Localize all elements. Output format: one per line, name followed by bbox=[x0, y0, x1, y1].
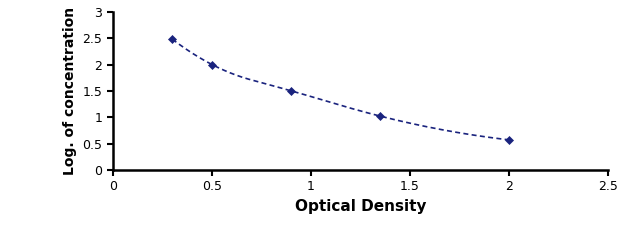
X-axis label: Optical Density: Optical Density bbox=[295, 199, 426, 214]
Y-axis label: Log. of concentration: Log. of concentration bbox=[63, 7, 77, 175]
